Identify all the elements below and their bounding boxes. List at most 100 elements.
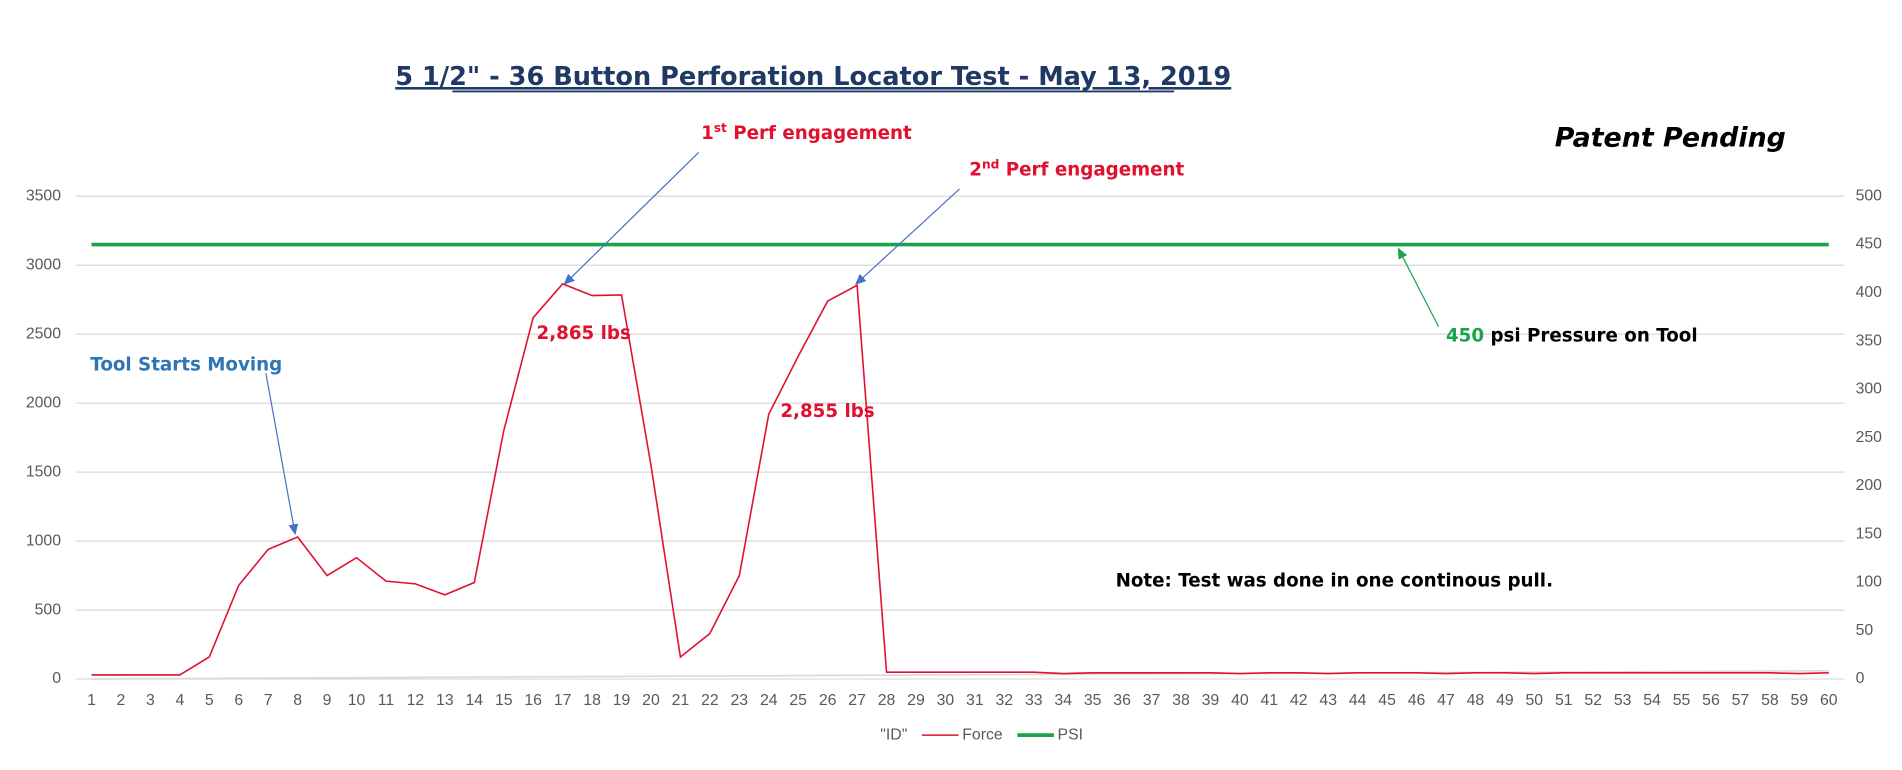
y-tick-label: 500 xyxy=(35,601,62,618)
x-tick-label: 57 xyxy=(1732,692,1750,709)
x-tick-label: 7 xyxy=(264,692,273,709)
x-tick-label: 52 xyxy=(1584,692,1602,709)
x-tick-label: 51 xyxy=(1555,692,1573,709)
x-tick-label: 56 xyxy=(1702,692,1720,709)
x-tick-label: 9 xyxy=(323,692,332,709)
x-tick-label: 31 xyxy=(966,692,984,709)
x-tick-label: 44 xyxy=(1349,692,1367,709)
x-tick-label: 38 xyxy=(1172,692,1190,709)
x-tick-label: 35 xyxy=(1084,692,1102,709)
annotation: Note: Test was done in one continous pul… xyxy=(1116,571,1553,592)
x-tick-label: 55 xyxy=(1673,692,1691,709)
y-tick-label: 2000 xyxy=(26,394,61,411)
annotation-text: psi Pressure on Tool xyxy=(1484,325,1698,346)
x-tick-label: 48 xyxy=(1467,692,1485,709)
series-line xyxy=(91,282,1829,676)
x-tick-label: 42 xyxy=(1290,692,1308,709)
annotation-sup: st xyxy=(714,121,727,135)
x-tick-label: 26 xyxy=(819,692,837,709)
x-tick-label: 36 xyxy=(1113,692,1131,709)
x-tick-label: 28 xyxy=(878,692,896,709)
y2-tick-label: 350 xyxy=(1856,332,1883,349)
x-tick-label: 39 xyxy=(1202,692,1220,709)
x-tick-label: 11 xyxy=(378,692,395,709)
x-tick-label: 5 xyxy=(205,692,214,709)
annotation: 2,855 lbs xyxy=(780,401,874,422)
x-tick-label: 54 xyxy=(1643,692,1661,709)
arrow xyxy=(265,372,299,536)
y-tick-label: 2500 xyxy=(26,325,61,342)
x-tick-label: 21 xyxy=(672,692,690,709)
x-tick-label: 45 xyxy=(1378,692,1396,709)
y-tick-label: 1500 xyxy=(26,463,61,480)
legend-label: Force xyxy=(962,726,1003,743)
x-tick-label: 32 xyxy=(996,692,1014,709)
x-tick-label: 20 xyxy=(642,692,660,709)
x-tick-label: 50 xyxy=(1526,692,1544,709)
y2-tick-label: 300 xyxy=(1856,381,1883,398)
y2-tick-label: 500 xyxy=(1856,187,1883,204)
x-tick-label: 14 xyxy=(465,692,483,709)
x-tick-label: 16 xyxy=(524,692,542,709)
annotation-text: Perf engagement xyxy=(727,123,912,144)
x-tick-label: 53 xyxy=(1614,692,1632,709)
x-tick-label: 25 xyxy=(789,692,807,709)
x-tick-label: 12 xyxy=(407,692,425,709)
y-tick-label: 3500 xyxy=(26,187,61,204)
x-tick-label: 33 xyxy=(1025,692,1043,709)
x-tick-label: 8 xyxy=(293,692,302,709)
x-tick-label: 17 xyxy=(554,692,572,709)
legend-label: "ID" xyxy=(880,726,907,743)
y2-tick-label: 50 xyxy=(1856,622,1874,639)
y2-tick-label: 0 xyxy=(1856,670,1865,687)
x-tick-label: 10 xyxy=(348,692,366,709)
x-tick-label: 58 xyxy=(1761,692,1779,709)
chart-title: 5 1/2" - 36 Button Perforation Locator T… xyxy=(395,62,1231,92)
y2-tick-label: 250 xyxy=(1856,429,1883,446)
x-tick-label: 59 xyxy=(1791,692,1809,709)
series-line xyxy=(91,669,1829,680)
annotation: 450 psi Pressure on Tool xyxy=(1446,325,1698,346)
legend-label: PSI xyxy=(1058,726,1084,743)
x-tick-label: 30 xyxy=(937,692,955,709)
x-tick-label: 34 xyxy=(1054,692,1072,709)
x-tick-label: 29 xyxy=(907,692,925,709)
x-tick-label: 6 xyxy=(234,692,243,709)
x-tick-label: 37 xyxy=(1143,692,1161,709)
arrow xyxy=(563,151,700,285)
annotation: 2,865 lbs xyxy=(536,323,630,344)
y2-tick-label: 200 xyxy=(1856,477,1883,494)
x-tick-label: 13 xyxy=(436,692,454,709)
annotation: 2nd Perf engagement xyxy=(969,157,1184,181)
subtitle: Patent Pending xyxy=(1555,122,1786,153)
x-tick-label: 27 xyxy=(848,692,866,709)
x-tick-label: 22 xyxy=(701,692,719,709)
x-tick-label: 19 xyxy=(613,692,631,709)
y2-tick-label: 100 xyxy=(1856,574,1883,591)
arrow xyxy=(1397,247,1440,328)
x-tick-label: 43 xyxy=(1319,692,1337,709)
annotation-num: 1 xyxy=(701,123,714,144)
x-tick-label: 23 xyxy=(731,692,749,709)
y-tick-label: 1000 xyxy=(26,532,61,549)
x-tick-label: 41 xyxy=(1261,692,1279,709)
annotation-value: 450 xyxy=(1446,325,1484,346)
x-tick-label: 4 xyxy=(175,692,184,709)
annotation: 1st Perf engagement xyxy=(701,121,912,145)
x-tick-label: 24 xyxy=(760,692,778,709)
y2-tick-label: 400 xyxy=(1856,284,1883,301)
annotation-sup: nd xyxy=(982,157,999,171)
y2-tick-label: 150 xyxy=(1856,525,1883,542)
x-tick-label: 60 xyxy=(1820,692,1838,709)
x-tick-label: 15 xyxy=(495,692,513,709)
plot: 0500100015002000250030003500050100150200… xyxy=(26,187,1882,743)
x-tick-label: 46 xyxy=(1408,692,1426,709)
y2-tick-label: 450 xyxy=(1856,236,1883,253)
x-tick-label: 40 xyxy=(1231,692,1249,709)
annotation-num: 2 xyxy=(969,160,982,181)
x-tick-label: 1 xyxy=(87,692,96,709)
annotation: Tool Starts Moving xyxy=(90,355,282,376)
y-tick-label: 0 xyxy=(52,670,61,687)
